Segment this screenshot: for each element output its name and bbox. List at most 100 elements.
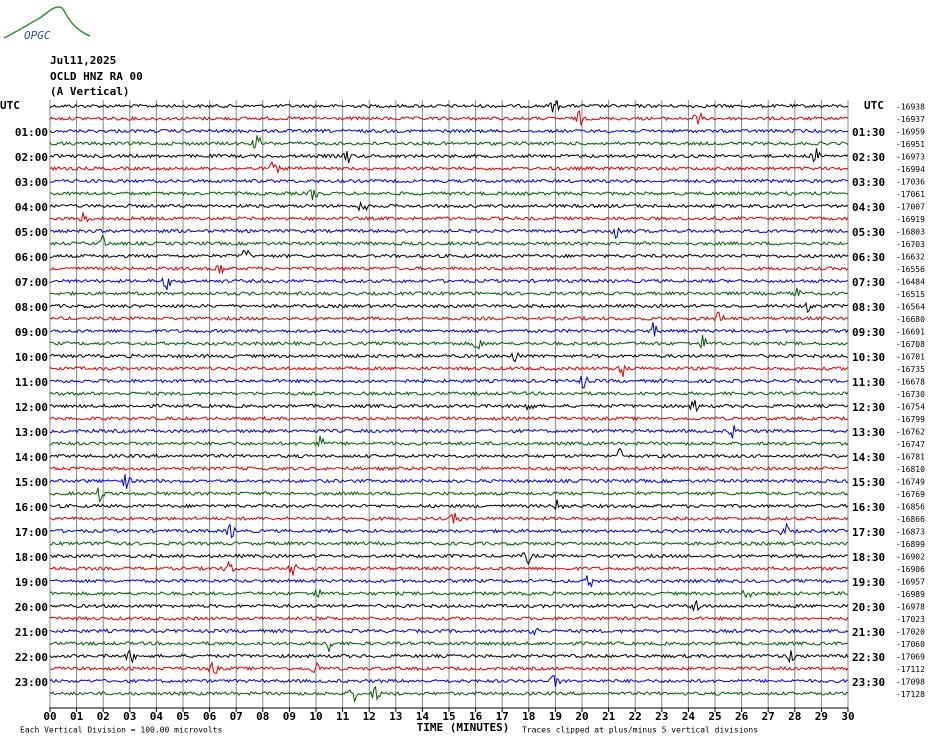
x-tick-label: 01 <box>70 710 84 723</box>
trace <box>49 128 849 134</box>
trace-offset: -16762 <box>896 428 925 437</box>
right-hour-label: 15:30 <box>852 476 885 489</box>
x-tick-label: 20 <box>575 710 588 723</box>
x-tick-label: 28 <box>788 710 801 723</box>
logo-text: OPGC <box>24 29 51 42</box>
right-hour-label: 08:30 <box>852 301 885 314</box>
trace-offset: -16937 <box>896 115 925 124</box>
x-tick-label: 24 <box>682 710 696 723</box>
left-hour-label: 11:00 <box>15 376 48 389</box>
left-hour-label: 03:00 <box>15 176 48 189</box>
x-tick-label: 09 <box>283 710 296 723</box>
left-utc: UTC <box>0 99 20 112</box>
trace <box>49 640 849 653</box>
trace <box>49 685 849 704</box>
trace-offset: -16799 <box>896 415 925 424</box>
trace-offset: -16978 <box>896 603 925 612</box>
right-hour-label: 07:30 <box>852 276 885 289</box>
left-hour-label: 23:00 <box>15 676 48 689</box>
trace <box>49 649 849 664</box>
trace-offset: -16564 <box>896 303 925 312</box>
trace <box>49 334 849 350</box>
left-hour-label: 01:00 <box>15 126 48 139</box>
trace-offset: -17060 <box>896 640 925 649</box>
right-hour-label: 11:30 <box>852 376 885 389</box>
left-hour-label: 22:00 <box>15 651 48 664</box>
x-tick-label: 05 <box>176 710 189 723</box>
trace-offset: -16803 <box>896 228 925 237</box>
right-hour-label: 23:30 <box>852 676 885 689</box>
trace <box>49 415 849 422</box>
scale-note: Each Vertical Division = 100.00 microvol… <box>20 726 222 735</box>
trace <box>49 575 849 588</box>
station: OCLD HNZ RA 00 <box>50 70 143 83</box>
right-utc: UTC <box>864 99 884 112</box>
clip-note: Traces clipped at plus/minus 5 vertical … <box>522 726 758 735</box>
trace-offset: -16632 <box>896 253 925 262</box>
trace <box>49 465 849 472</box>
trace-offset: -17020 <box>896 628 925 637</box>
logo-mark <box>3 6 91 39</box>
right-hour-label: 02:30 <box>852 151 885 164</box>
left-hour-label: 10:00 <box>15 351 48 364</box>
trace <box>49 522 849 539</box>
x-tick-label: 11 <box>336 710 350 723</box>
trace-offset: -16701 <box>896 353 925 362</box>
right-hour-label: 06:30 <box>852 251 885 264</box>
trace <box>49 148 849 164</box>
trace <box>49 600 849 613</box>
right-hour-label: 20:30 <box>852 601 885 614</box>
left-hour-label: 16:00 <box>15 501 48 514</box>
x-tick-label: 27 <box>762 710 775 723</box>
left-hour-label: 21:00 <box>15 626 48 639</box>
trace-offset: -17112 <box>896 665 925 674</box>
trace <box>49 390 849 397</box>
right-hour-label: 05:30 <box>852 226 885 239</box>
trace-offset: -17036 <box>896 178 925 187</box>
x-tick-label: 30 <box>841 710 854 723</box>
x-tick-label: 18 <box>522 710 535 723</box>
trace <box>49 110 849 126</box>
trace-offset: -16515 <box>896 290 925 299</box>
x-tick-label: 07 <box>230 710 243 723</box>
left-hour-label: 19:00 <box>15 576 48 589</box>
trace <box>49 615 849 622</box>
trace-offset: -16906 <box>896 565 925 574</box>
trace-offset: -16959 <box>896 128 925 137</box>
trace <box>49 660 849 674</box>
trace <box>49 560 849 576</box>
left-hour-label: 02:00 <box>15 151 48 164</box>
trace <box>49 425 849 439</box>
trace <box>49 178 849 184</box>
right-hour-label: 18:30 <box>852 551 885 564</box>
trace-offset: -16730 <box>896 390 925 399</box>
right-hour-label: 09:30 <box>852 326 885 339</box>
x-tick-label: 22 <box>629 710 642 723</box>
trace <box>49 364 849 377</box>
trace-offset: -17069 <box>896 653 925 662</box>
trace-offset: -16708 <box>896 340 925 349</box>
trace-offset: -16866 <box>896 515 925 524</box>
x-tick-label: 04 <box>150 710 164 723</box>
trace <box>49 447 849 459</box>
trace <box>49 161 849 175</box>
left-hour-label: 13:00 <box>15 426 48 439</box>
trace <box>49 322 849 337</box>
trace <box>49 249 849 259</box>
trace <box>49 226 849 239</box>
trace-offset: -16899 <box>896 540 925 549</box>
trace <box>49 435 849 448</box>
trace <box>49 474 849 489</box>
right-hour-label: 03:30 <box>852 176 885 189</box>
trace-offset: -16938 <box>896 103 925 112</box>
left-hour-label: 12:00 <box>15 401 48 414</box>
x-tick-label: 15 <box>442 710 455 723</box>
trace-offset: -16919 <box>896 215 925 224</box>
x-tick-label: 02 <box>97 710 110 723</box>
trace <box>49 351 849 363</box>
trace-offset: -16678 <box>896 378 925 387</box>
x-tick-label: 10 <box>309 710 322 723</box>
x-tick-label: 19 <box>549 710 562 723</box>
trace-offset: -16691 <box>896 328 925 337</box>
